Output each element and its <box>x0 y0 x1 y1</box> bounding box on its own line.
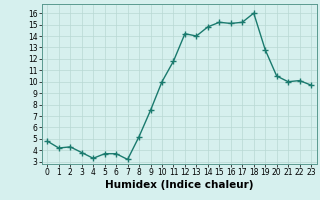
X-axis label: Humidex (Indice chaleur): Humidex (Indice chaleur) <box>105 180 253 190</box>
